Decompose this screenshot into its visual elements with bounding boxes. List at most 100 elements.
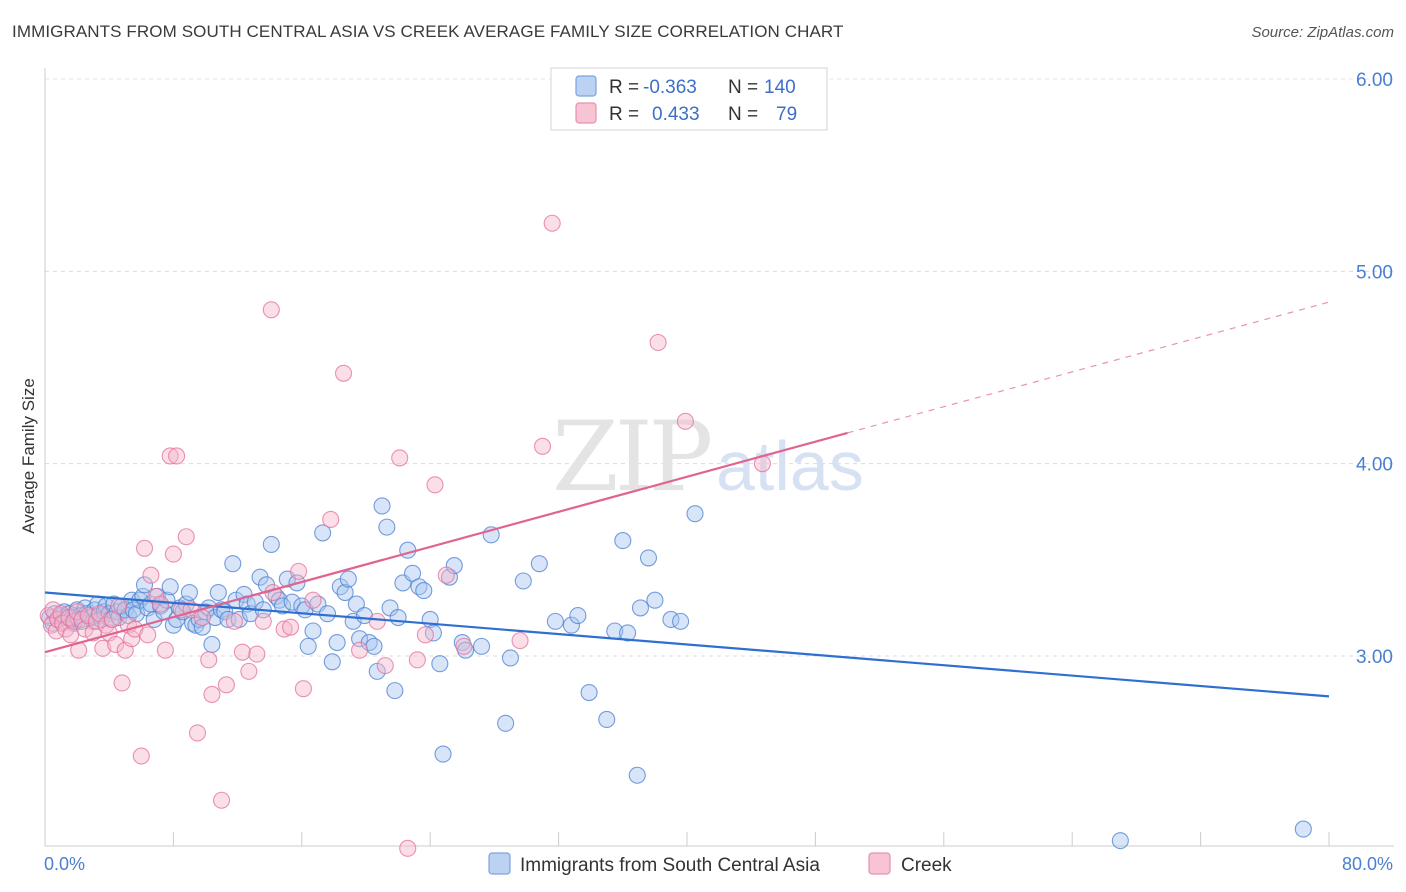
point-creek xyxy=(322,510,340,528)
point-immigrants xyxy=(299,637,317,655)
series-legend: Immigrants from South Central Asia Creek xyxy=(488,852,952,876)
axes xyxy=(44,68,1394,847)
point-immigrants xyxy=(646,591,664,609)
legend-swatch-blue xyxy=(575,75,597,97)
point-creek xyxy=(294,680,312,698)
trendline-creek xyxy=(44,431,848,654)
point-creek xyxy=(262,301,280,319)
point-immigrants xyxy=(686,505,704,523)
point-immigrants xyxy=(546,612,564,630)
point-immigrants xyxy=(386,682,404,700)
point-creek xyxy=(368,612,386,630)
x-ticks xyxy=(172,832,1330,846)
point-immigrants xyxy=(415,582,433,600)
point-immigrants xyxy=(598,710,616,729)
legend-n-value-blue: 140 xyxy=(764,77,796,98)
legend-swatch-pink xyxy=(575,102,597,124)
point-creek xyxy=(203,685,221,704)
bottom-legend-label-pink: Creek xyxy=(901,855,952,876)
point-immigrants xyxy=(373,497,391,515)
y-tick-label: 6.00 xyxy=(1356,70,1393,91)
point-immigrants xyxy=(562,616,580,634)
point-creek xyxy=(455,637,473,655)
point-creek xyxy=(399,839,417,857)
point-immigrants xyxy=(135,576,154,594)
point-creek xyxy=(156,641,174,659)
point-immigrants xyxy=(209,583,227,602)
series-creek xyxy=(39,214,771,857)
point-creek xyxy=(213,791,231,809)
point-immigrants xyxy=(399,541,417,559)
point-creek xyxy=(511,632,529,650)
y-tick-labels: 3.00 4.00 5.00 6.00 xyxy=(1356,70,1393,668)
point-creek xyxy=(533,437,552,455)
point-immigrants xyxy=(614,532,632,550)
point-immigrants xyxy=(431,655,449,673)
point-immigrants xyxy=(473,637,491,655)
legend-r-label-pink: R = xyxy=(609,104,639,125)
point-immigrants xyxy=(365,637,383,655)
point-immigrants xyxy=(497,714,515,732)
trendline-immigrants xyxy=(44,591,1330,698)
point-creek xyxy=(233,643,251,661)
watermark: ZIP atlas xyxy=(552,401,864,513)
point-immigrants xyxy=(434,745,452,763)
point-creek xyxy=(217,676,235,694)
point-immigrants xyxy=(514,572,532,590)
point-immigrants xyxy=(273,597,292,615)
point-creek xyxy=(376,657,394,675)
point-creek xyxy=(177,528,195,546)
point-immigrants xyxy=(224,555,242,573)
point-creek xyxy=(649,333,667,352)
point-creek xyxy=(164,545,182,563)
source-credit: Source: ZipAtlas.com xyxy=(1251,24,1394,41)
bottom-legend-swatch-blue xyxy=(488,852,511,875)
trendline-creek-extension xyxy=(847,301,1330,434)
point-creek xyxy=(290,562,308,580)
legend-r-label-blue: R = xyxy=(609,77,639,98)
stats-legend-box xyxy=(550,67,828,131)
point-creek xyxy=(225,612,243,630)
point-immigrants xyxy=(336,583,354,602)
point-creek xyxy=(139,626,157,644)
watermark-zip: ZIP xyxy=(552,401,711,513)
point-creek xyxy=(254,612,272,630)
point-immigrants xyxy=(161,578,179,596)
point-creek xyxy=(135,539,154,557)
point-creek xyxy=(282,618,300,636)
point-creek xyxy=(188,724,207,742)
point-immigrants xyxy=(378,518,396,536)
point-creek xyxy=(123,630,141,648)
bottom-legend-label-blue: Immigrants from South Central Asia xyxy=(520,855,820,876)
point-immigrants xyxy=(672,612,690,630)
point-creek xyxy=(94,639,112,657)
point-creek xyxy=(437,566,455,584)
point-immigrants xyxy=(530,555,548,573)
point-creek xyxy=(304,591,322,609)
point-creek xyxy=(248,645,266,663)
gridlines xyxy=(45,78,1394,657)
point-creek xyxy=(426,476,444,494)
point-creek xyxy=(161,447,179,465)
point-creek xyxy=(391,449,409,467)
series-immigrants-south-central-asia xyxy=(41,497,1312,850)
point-creek xyxy=(200,651,218,669)
point-immigrants xyxy=(304,622,322,640)
point-creek xyxy=(152,595,170,613)
point-immigrants xyxy=(628,766,646,784)
point-immigrants xyxy=(323,653,341,671)
y-tick-label: 3.00 xyxy=(1356,647,1393,668)
point-creek xyxy=(416,626,434,644)
point-immigrants xyxy=(318,605,337,623)
point-creek xyxy=(351,641,369,659)
point-immigrants xyxy=(389,608,407,627)
point-creek xyxy=(44,601,62,619)
point-creek xyxy=(110,597,128,615)
point-immigrants xyxy=(203,635,221,654)
point-creek xyxy=(168,447,186,465)
y-tick-label: 4.00 xyxy=(1356,455,1393,476)
point-creek xyxy=(676,412,694,430)
legend-r-value-pink: 0.433 xyxy=(652,104,700,125)
point-immigrants xyxy=(501,649,520,667)
